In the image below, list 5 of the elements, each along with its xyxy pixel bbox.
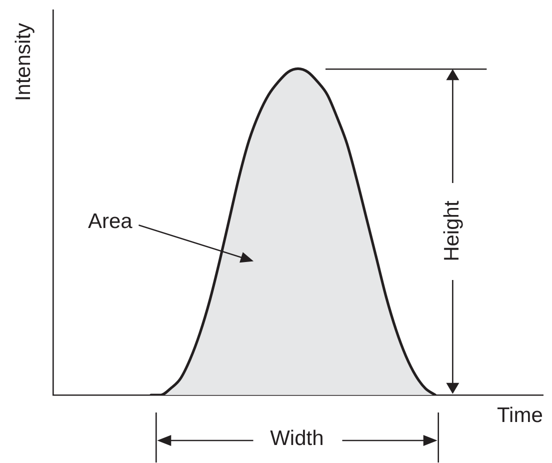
annotation: Height xyxy=(440,200,464,262)
x-axis-title: Time xyxy=(497,404,543,428)
y-axis-title: Intensity xyxy=(12,22,36,102)
text: Width xyxy=(270,427,324,452)
annotation: Area xyxy=(88,210,132,234)
